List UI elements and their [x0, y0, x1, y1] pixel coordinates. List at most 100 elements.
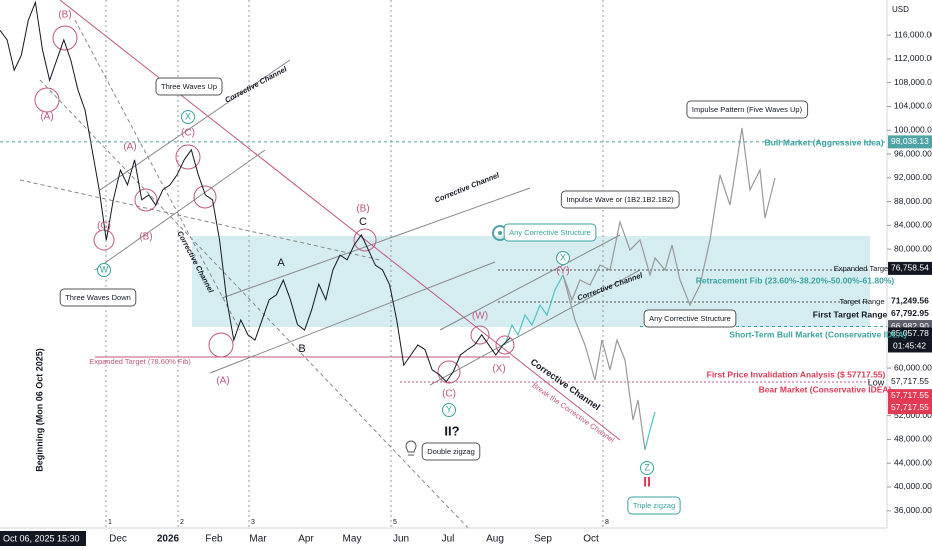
annotation: X — [556, 251, 570, 265]
cycle-label: 3 — [251, 519, 255, 526]
x-tick-label: 2026 — [157, 534, 180, 545]
annotation-text: Triple zigzag — [633, 501, 675, 510]
annotation: A — [277, 257, 285, 269]
annotation-text: (B) — [139, 232, 152, 243]
annotation: Triple zigzag — [627, 496, 681, 515]
annotation-box — [155, 77, 223, 96]
annotation-text: II — [643, 474, 651, 490]
y-tick-label: 116,000.00 — [894, 29, 932, 39]
annotation: Corrective Channel — [223, 64, 289, 105]
price-marker — [888, 294, 932, 308]
wave-circle — [640, 461, 654, 475]
y-tick-label: 108,000.00 — [894, 77, 932, 87]
price-marker-label: 76,758.54 — [891, 263, 929, 273]
annotation-text: Bear Market (Conservative IDEA) — [759, 384, 892, 394]
annotation: (B) — [58, 10, 71, 21]
annotation-text: Bull Market (Aggressive Idea) — [764, 137, 883, 147]
annotation: Impulse Wave or (1B2.1B2.1B2) — [560, 190, 680, 209]
y-tick-label: 80,000.00 — [894, 243, 932, 253]
annotation-text: X — [560, 252, 566, 262]
wave-circle — [556, 251, 570, 265]
annotation-text: (A) — [216, 376, 229, 387]
price-marker-label: 67,792.95 — [891, 308, 929, 318]
annotation: Expanded Target (78.60% Fib) — [89, 357, 191, 366]
annotation-box — [627, 496, 681, 515]
annotation-text: (C) — [442, 389, 456, 400]
wave-circle — [181, 110, 195, 124]
annotation: Low — [868, 377, 885, 387]
x-tick-label: Sep — [534, 534, 552, 545]
annotation: Short-Term Bull Market (Conservative IDE… — [729, 329, 907, 339]
drawings — [19, 0, 870, 531]
y-tick-label: 104,000.00 — [894, 101, 932, 111]
x-tick-label: Oct — [583, 534, 599, 545]
countdown: 01:45:42 — [893, 341, 926, 351]
price-marker — [888, 307, 932, 321]
annotation-text: Corrective Channel — [223, 64, 289, 105]
price-marker — [888, 327, 932, 341]
annotation: II — [643, 474, 651, 490]
crosshair-bg — [0, 531, 86, 546]
y-tick-label: 84,000.00 — [894, 220, 932, 230]
annotation: II? — [444, 423, 459, 438]
annotation-text: X — [185, 111, 191, 121]
annotation: Target Range — [839, 297, 884, 306]
wave-circle — [442, 403, 456, 417]
price-line — [0, 0, 511, 383]
annotation-text: First Price Invalidation Analysis ($ 577… — [707, 369, 886, 379]
annotation-box — [59, 288, 137, 307]
cycle-label: 2 — [180, 519, 184, 526]
annotation-text: (Y) — [556, 266, 569, 277]
annotation: (B) — [356, 204, 369, 215]
annotation-text: (C) — [97, 221, 111, 232]
annotation-text: Expanded Target (78.60% Fib) — [89, 357, 191, 366]
y-tick-label: 60,000.00 — [894, 362, 932, 372]
annotation: (A) — [123, 142, 136, 153]
annotation-text: II? — [444, 423, 459, 438]
x-tick-label: Dec — [109, 534, 127, 545]
annotation: (A) — [40, 112, 53, 123]
annotation: Bull Market (Aggressive Idea) — [764, 137, 883, 147]
annotation-text: (B) — [58, 10, 71, 21]
y-tick-label: 36,000.00 — [894, 505, 932, 515]
annotation: (C) — [97, 221, 111, 232]
annotation-text: (C) — [181, 128, 195, 139]
annotation-text: C — [359, 216, 367, 228]
x-tick-label: Apr — [298, 534, 314, 545]
annotation-text: Any Corrective Structure — [509, 228, 591, 237]
annotation-box — [421, 442, 481, 461]
cycle-label: 8 — [605, 519, 609, 526]
annotation-text: (X) — [492, 364, 505, 375]
annotation: W — [97, 263, 111, 277]
crosshair-label: Oct 06, 2025 15:30 — [3, 533, 80, 543]
annotation: Double zigzag — [421, 442, 481, 461]
annotation-text: Y — [446, 404, 452, 414]
annotation: (X) — [492, 364, 505, 375]
annotation: (A) — [216, 376, 229, 387]
price-marker — [888, 135, 932, 149]
cycle-label: 1 — [108, 519, 112, 526]
price-marker — [888, 261, 932, 275]
annotation: Impulse Pattern (Five Waves Up) — [686, 100, 809, 119]
annotation-text: Double zigzag — [427, 447, 475, 456]
annotation: Three Waves Down — [59, 288, 137, 307]
y-tick-label: 48,000.00 — [894, 434, 932, 444]
annotation: Y — [442, 403, 456, 417]
price-marker-label: 65,057.78 — [891, 328, 929, 338]
x-tick-label: Jun — [393, 534, 409, 545]
annotation: C — [359, 216, 367, 228]
x-tick-label: Feb — [205, 534, 223, 545]
annotation-text: Any Corrective Structure — [649, 314, 731, 323]
price-marker-label: 57,717.55 — [891, 390, 929, 400]
x-tick-label: Mar — [249, 534, 267, 545]
annotation: Bear Market (Conservative IDEA) — [759, 384, 892, 394]
annotation: First Price Invalidation Analysis ($ 577… — [707, 369, 886, 379]
countdown-bg — [888, 340, 932, 353]
y-tick-label: 96,000.00 — [894, 148, 932, 158]
annotation-text: (A) — [123, 142, 136, 153]
cycle-label: 5 — [393, 519, 397, 526]
x-tick-label: May — [343, 534, 362, 545]
wave-circle — [97, 263, 111, 277]
annotation-box — [686, 100, 809, 119]
annotation: Corrective Channel — [433, 170, 501, 204]
